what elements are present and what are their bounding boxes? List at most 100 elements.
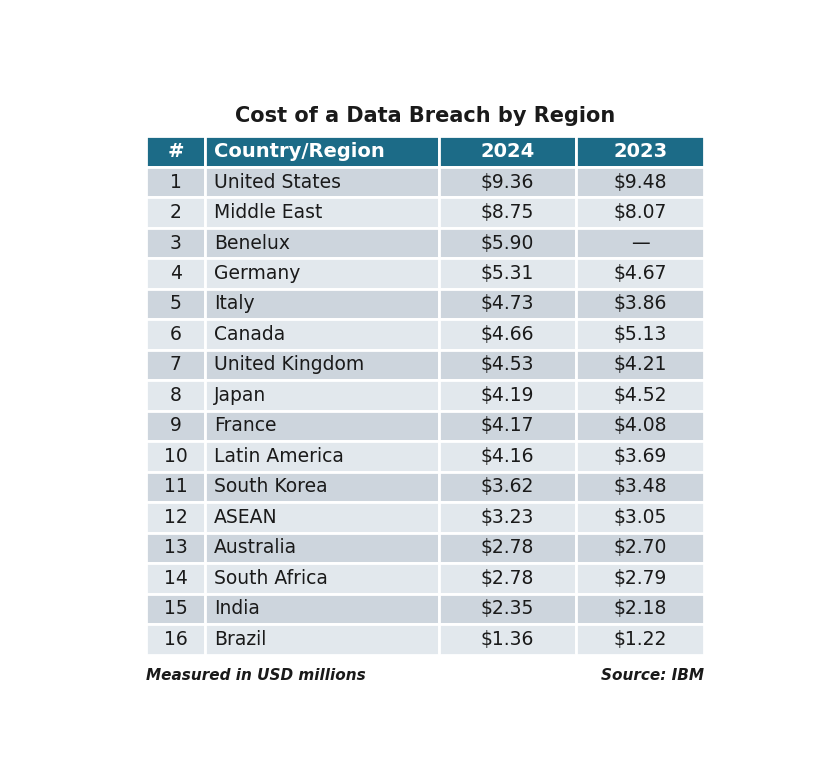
Text: Country/Region: Country/Region (214, 142, 385, 161)
Text: Canada: Canada (214, 325, 286, 344)
Text: $2.79: $2.79 (613, 568, 666, 588)
Text: $4.08: $4.08 (613, 417, 667, 435)
Text: Latin America: Latin America (214, 447, 344, 466)
Bar (439, 228, 576, 258)
Text: 2: 2 (169, 203, 182, 222)
Text: $1.22: $1.22 (613, 630, 666, 649)
Bar (205, 441, 439, 471)
Bar (576, 197, 705, 228)
Bar (439, 381, 576, 410)
Text: Japan: Japan (214, 386, 266, 405)
Text: Middle East: Middle East (214, 203, 323, 222)
Bar (146, 319, 205, 350)
Text: 8: 8 (169, 386, 182, 405)
Bar (146, 563, 205, 594)
Bar (205, 502, 439, 532)
Bar (576, 532, 705, 563)
Bar (205, 350, 439, 381)
Bar (205, 136, 439, 167)
Bar (576, 289, 705, 319)
Text: $2.18: $2.18 (613, 599, 666, 619)
Text: United States: United States (214, 172, 341, 192)
Text: $2.78: $2.78 (481, 568, 535, 588)
Bar (576, 319, 705, 350)
Bar (439, 471, 576, 502)
Bar (439, 563, 576, 594)
Text: $4.73: $4.73 (481, 294, 535, 313)
Text: $3.86: $3.86 (613, 294, 666, 313)
Text: $4.52: $4.52 (613, 386, 667, 405)
Bar (146, 471, 205, 502)
Text: $3.48: $3.48 (613, 478, 667, 496)
Text: $4.21: $4.21 (613, 355, 667, 374)
Text: 10: 10 (164, 447, 188, 466)
Text: South Korea: South Korea (214, 478, 328, 496)
Bar (439, 197, 576, 228)
Text: 2024: 2024 (481, 142, 535, 161)
Bar (146, 532, 205, 563)
Text: $1.36: $1.36 (481, 630, 535, 649)
Text: $4.53: $4.53 (481, 355, 535, 374)
Bar (205, 319, 439, 350)
Text: ASEAN: ASEAN (214, 508, 278, 527)
Text: 4: 4 (169, 264, 182, 283)
Bar (439, 167, 576, 197)
Bar (205, 381, 439, 410)
Text: Benelux: Benelux (214, 233, 290, 252)
Bar (146, 258, 205, 289)
Bar (146, 410, 205, 441)
Bar (439, 350, 576, 381)
Text: $4.19: $4.19 (481, 386, 535, 405)
Text: United Kingdom: United Kingdom (214, 355, 364, 374)
Text: 15: 15 (164, 599, 188, 619)
Text: $3.62: $3.62 (481, 478, 535, 496)
Text: South Africa: South Africa (214, 568, 328, 588)
Bar (576, 381, 705, 410)
Bar (576, 136, 705, 167)
Bar (576, 258, 705, 289)
Bar (439, 410, 576, 441)
Bar (576, 410, 705, 441)
Text: $4.16: $4.16 (481, 447, 535, 466)
Text: $5.31: $5.31 (481, 264, 535, 283)
Text: 1: 1 (169, 172, 182, 192)
Bar (146, 441, 205, 471)
Text: 13: 13 (164, 539, 188, 557)
Bar (439, 319, 576, 350)
Bar (146, 624, 205, 655)
Bar (146, 381, 205, 410)
Bar (576, 441, 705, 471)
Bar (205, 563, 439, 594)
Bar (146, 594, 205, 624)
Text: 2023: 2023 (613, 142, 667, 161)
Bar (439, 502, 576, 532)
Bar (576, 228, 705, 258)
Text: 3: 3 (169, 233, 182, 252)
Bar (439, 532, 576, 563)
Bar (146, 167, 205, 197)
Bar (146, 289, 205, 319)
Bar (205, 410, 439, 441)
Text: $2.78: $2.78 (481, 539, 535, 557)
Text: 16: 16 (164, 630, 188, 649)
Text: Measured in USD millions: Measured in USD millions (146, 668, 366, 683)
Bar (576, 502, 705, 532)
Text: Australia: Australia (214, 539, 297, 557)
Text: $5.13: $5.13 (613, 325, 666, 344)
Bar (439, 594, 576, 624)
Text: $8.75: $8.75 (481, 203, 535, 222)
Text: 9: 9 (169, 417, 182, 435)
Text: $4.67: $4.67 (613, 264, 667, 283)
Bar (205, 258, 439, 289)
Bar (205, 197, 439, 228)
Bar (576, 624, 705, 655)
Bar (576, 350, 705, 381)
Text: $3.23: $3.23 (481, 508, 535, 527)
Bar (205, 594, 439, 624)
Text: Italy: Italy (214, 294, 255, 313)
Text: $9.48: $9.48 (613, 172, 667, 192)
Text: 14: 14 (164, 568, 188, 588)
Text: $3.05: $3.05 (613, 508, 666, 527)
Text: Cost of a Data Breach by Region: Cost of a Data Breach by Region (235, 106, 616, 125)
Text: $5.90: $5.90 (481, 233, 535, 252)
